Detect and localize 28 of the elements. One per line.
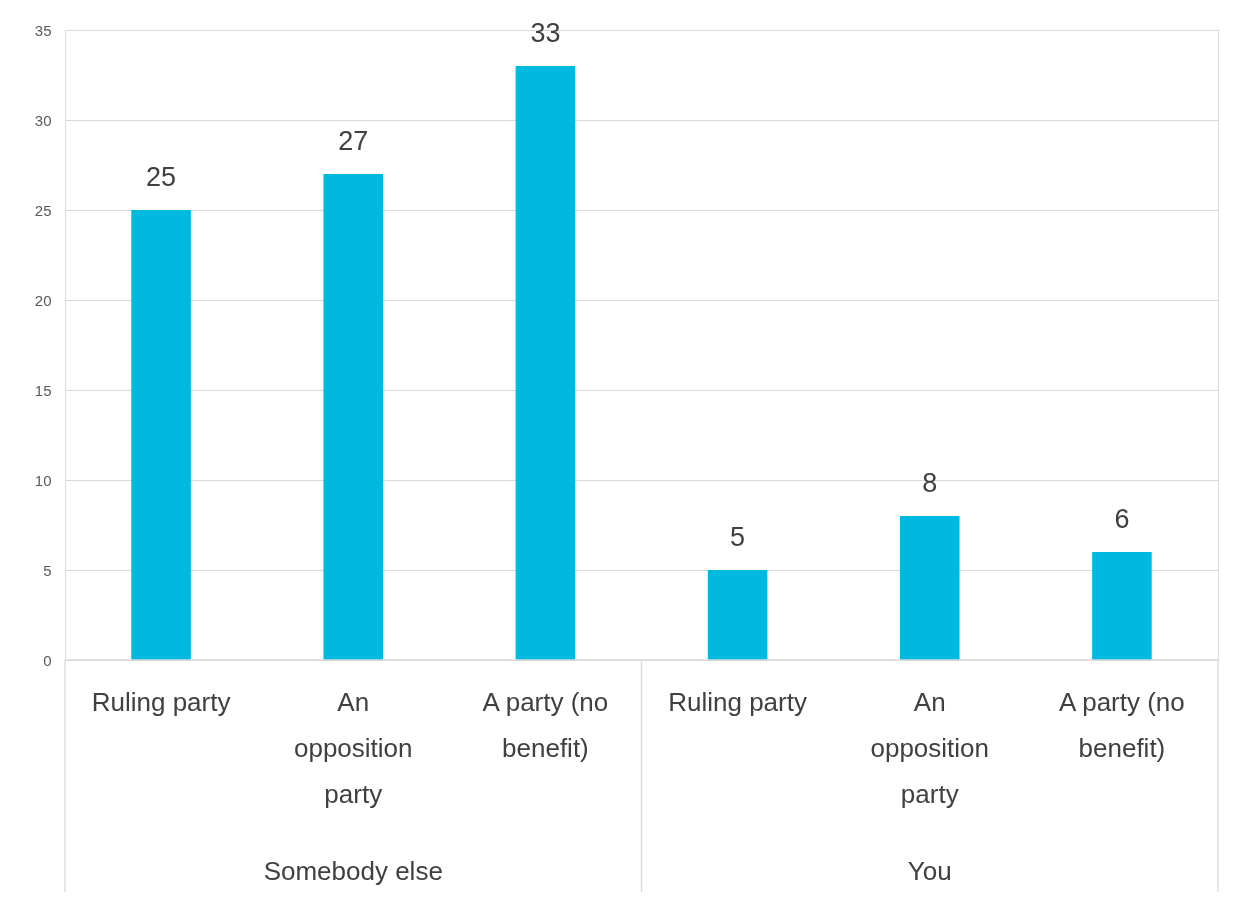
y-tick-label: 15 [34, 381, 52, 399]
y-tick-label: 30 [34, 111, 52, 129]
x-tick-label: An opposition party [870, 687, 990, 809]
y-tick-label: 5 [43, 561, 52, 579]
y-tick-label: 25 [34, 201, 52, 219]
x-tick-label: An opposition party [293, 687, 413, 809]
bar [131, 210, 191, 660]
data-label: 27 [338, 126, 369, 156]
bar [1092, 552, 1152, 660]
y-tick-label: 0 [43, 651, 52, 669]
data-label: 8 [922, 468, 938, 498]
data-label: 25 [146, 162, 177, 192]
text: You [907, 856, 952, 886]
y-tick-label: 35 [34, 21, 52, 39]
bar [707, 570, 768, 660]
x-tick-label: Ruling party [91, 687, 231, 717]
text: Somebody else [263, 856, 443, 886]
data-label: 6 [1114, 504, 1130, 534]
bar [515, 66, 576, 660]
data-label: 33 [530, 18, 561, 48]
x-tick-label: A party (no benefit) [482, 687, 609, 763]
bar [899, 516, 960, 660]
x-tick-label: A party (no benefit) [1059, 687, 1185, 763]
data-label: 5 [730, 522, 746, 552]
y-tick-label: 10 [34, 471, 52, 489]
y-tick-label: 20 [34, 291, 52, 309]
bar [323, 174, 384, 660]
x-tick-label: Ruling party [668, 687, 807, 717]
